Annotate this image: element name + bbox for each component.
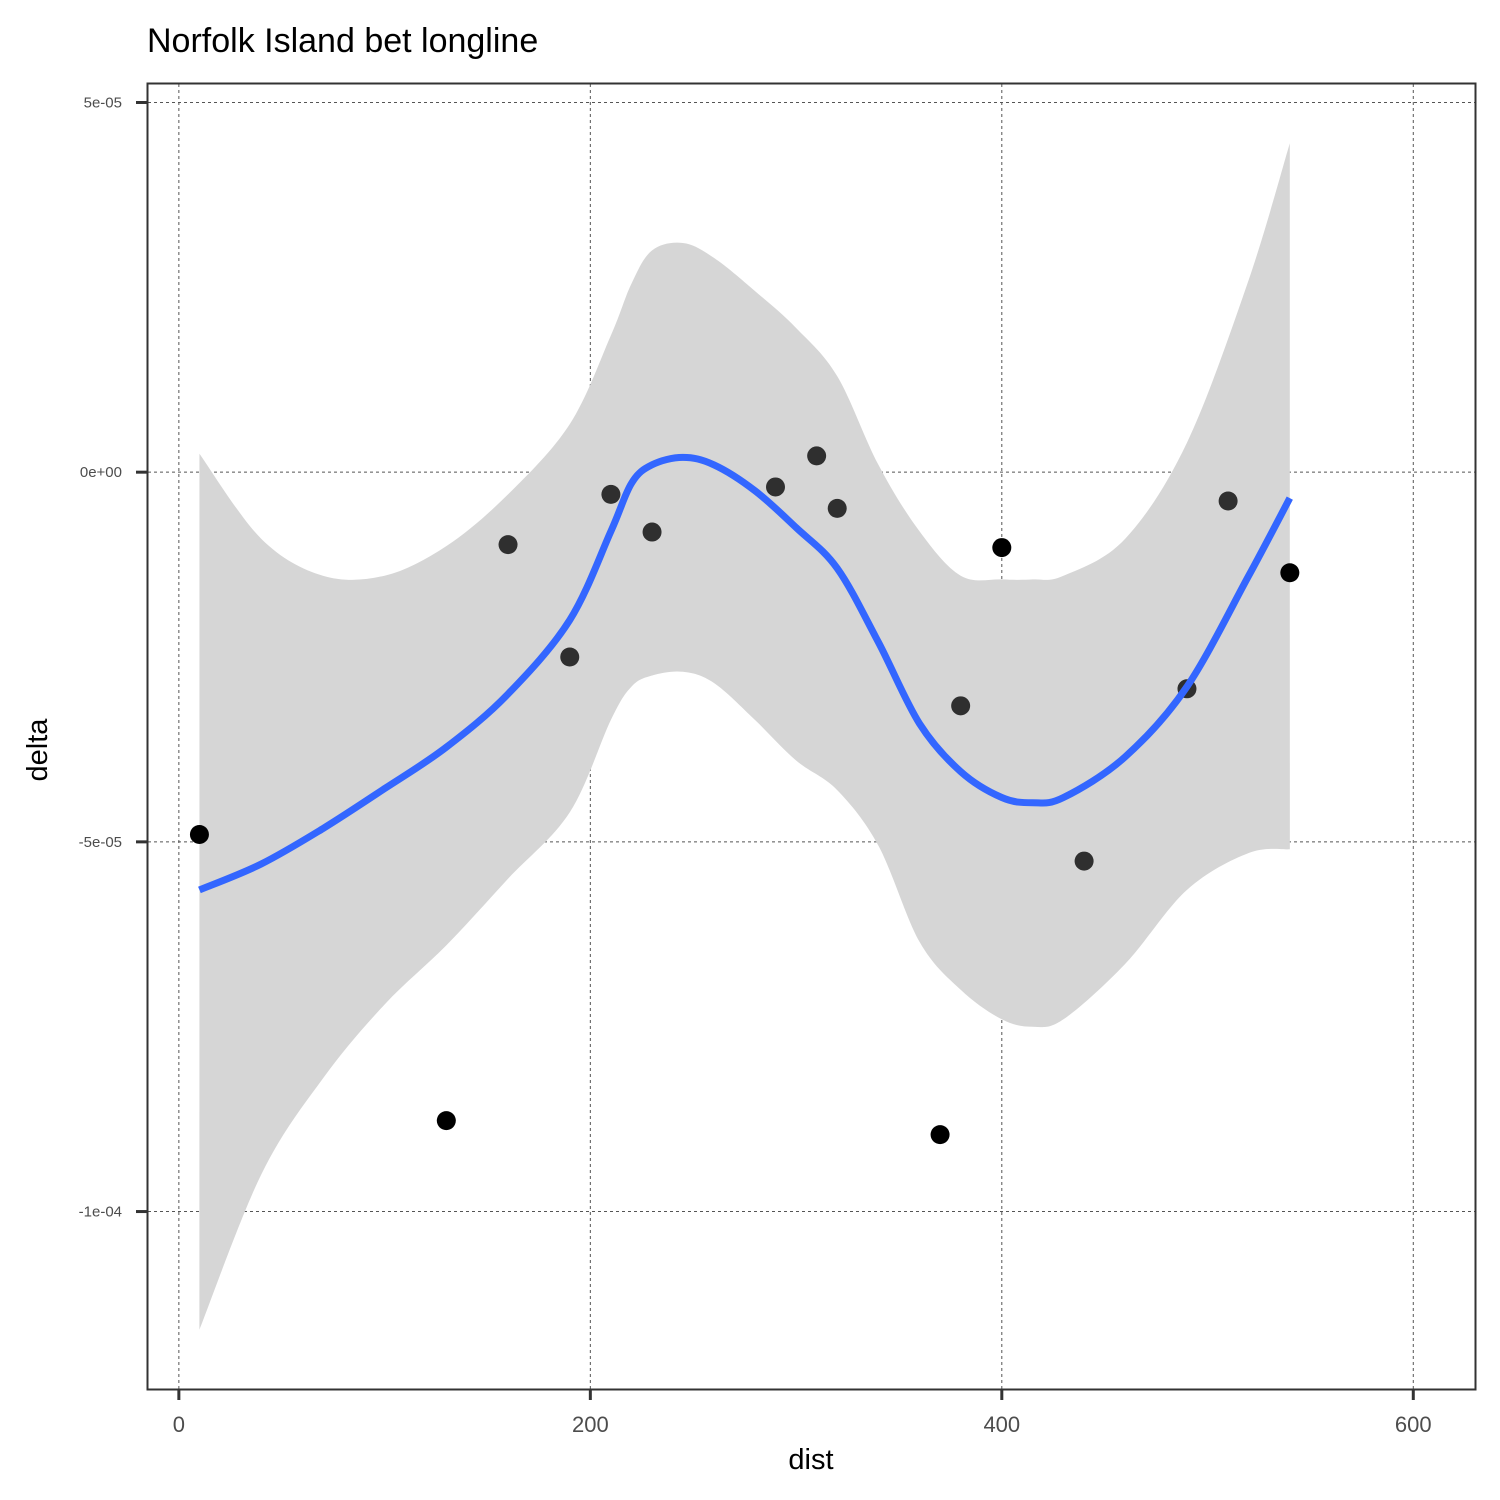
confidence-band-area — [199, 143, 1290, 1330]
data-point — [765, 477, 785, 497]
chart-title: Norfolk Island bet longline — [147, 22, 538, 60]
data-point — [951, 696, 971, 716]
plot-panel-border — [146, 82, 1477, 1391]
y-tick-label: -1e-04 — [79, 1204, 122, 1221]
x-tick-label: 0 — [173, 1412, 185, 1437]
data-point — [601, 484, 621, 504]
y-tick-label: 5e-05 — [84, 94, 122, 111]
data-point — [807, 446, 827, 466]
confidence-band — [199, 143, 1290, 1330]
y-axis-title: delta — [22, 718, 54, 782]
data-point — [436, 1111, 456, 1131]
smooth-line-path — [198, 453, 1293, 894]
x-tick-label: 600 — [1395, 1412, 1432, 1437]
data-point — [1280, 563, 1300, 583]
y-tick-label: 0e+00 — [80, 464, 122, 481]
x-axis-title: dist — [788, 1444, 833, 1476]
data-point — [1218, 491, 1238, 511]
smooth-line — [198, 453, 1293, 894]
x-tick-label: 400 — [983, 1412, 1020, 1437]
data-point — [498, 535, 518, 555]
data-point — [560, 647, 580, 667]
data-points — [189, 446, 1300, 1145]
data-point — [1074, 851, 1094, 871]
data-point — [189, 824, 209, 844]
data-point — [642, 522, 662, 542]
data-point — [930, 1125, 950, 1145]
data-point — [827, 498, 847, 518]
y-axis: 5e-05 0e+00 -5e-05 -1e-04 — [79, 94, 148, 1221]
data-point — [992, 538, 1012, 558]
y-tick-label: -5e-05 — [79, 834, 122, 851]
x-axis: 0 200 400 600 — [173, 1389, 1432, 1437]
x-tick-label: 200 — [572, 1412, 609, 1437]
